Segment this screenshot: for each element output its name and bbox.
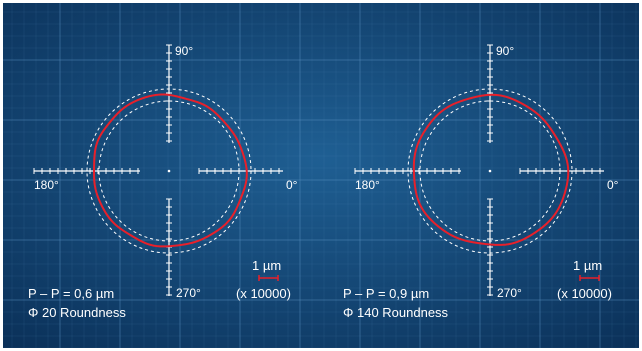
scale-unit-label: 1 µm (252, 258, 282, 273)
scale-unit-label: 1 µm (573, 258, 603, 273)
angle-label-270: 270° (497, 286, 522, 300)
polar-axes (33, 44, 283, 296)
polar-plot-1 (33, 44, 283, 296)
center-point (488, 169, 492, 173)
angle-label-90: 90° (496, 44, 515, 58)
peak-to-peak-label: P – P = 0,6 µm (28, 286, 115, 301)
angle-label-180: 180° (34, 178, 59, 192)
angle-label-0: 0° (607, 178, 619, 192)
angle-label-0: 0° (286, 178, 298, 192)
roundness-panel-2: 90° 180° 0° 270° 1 µm (x 10000) P – P = … (321, 0, 642, 351)
tolerance-circle-outer (407, 88, 573, 254)
tolerance-circle-outer (86, 88, 252, 254)
scale-magnification-label: (x 10000) (557, 286, 612, 301)
roundness-panel-1: 90° 180° 0° 270° 1 µm (x 10000) P – P = … (28, 44, 298, 320)
scale-bar (258, 275, 279, 281)
center-point (167, 169, 171, 173)
roundness-label: Φ 140 Roundness (343, 305, 449, 320)
scale-bar (579, 275, 600, 281)
scale-magnification-label: (x 10000) (236, 286, 291, 301)
roundness-label: Φ 20 Roundness (28, 305, 126, 320)
peak-to-peak-label: P – P = 0,9 µm (343, 286, 430, 301)
tolerance-circle-inner (419, 100, 561, 242)
roundness-trace (93, 93, 248, 248)
tolerance-circle-inner (98, 100, 240, 242)
polar-axes (354, 44, 604, 296)
roundness-trace (412, 93, 570, 246)
angle-label-180: 180° (355, 178, 380, 192)
angle-label-90: 90° (175, 44, 194, 58)
angle-label-270: 270° (176, 286, 201, 300)
polar-plot-2 (354, 44, 604, 296)
